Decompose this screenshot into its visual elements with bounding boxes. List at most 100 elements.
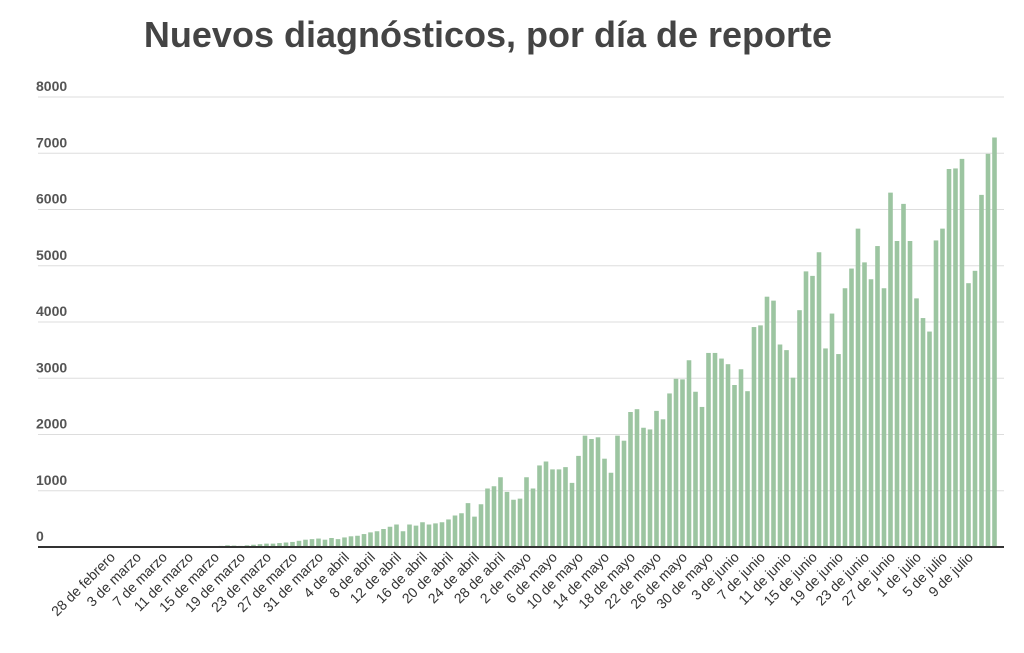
bar [706, 352, 711, 547]
bar [491, 486, 497, 547]
bar [530, 488, 536, 547]
bar [823, 348, 828, 547]
bar [511, 499, 516, 547]
chart-title: Nuevos diagnósticos, por día de reporte [143, 14, 833, 55]
bar [972, 270, 978, 547]
y-tick-label: 7000 [36, 134, 67, 150]
bar [641, 427, 646, 547]
bar [842, 288, 848, 547]
bar [966, 283, 971, 547]
bar [556, 469, 562, 548]
bar [433, 523, 438, 548]
bar [784, 350, 789, 548]
y-tick-label: 3000 [36, 359, 67, 375]
bar [517, 498, 523, 548]
bar [290, 541, 295, 547]
bar [543, 461, 549, 547]
bar [394, 524, 399, 547]
bar [608, 472, 614, 547]
bar [576, 455, 581, 548]
bar [446, 519, 451, 547]
bar [537, 465, 542, 547]
bar [647, 429, 653, 547]
bar [303, 539, 308, 547]
bar [881, 288, 887, 547]
bar [361, 534, 367, 547]
bar [264, 543, 269, 548]
bar [771, 300, 776, 548]
bar [725, 364, 731, 547]
bar [699, 406, 705, 547]
bar [803, 271, 809, 548]
bar [589, 439, 594, 547]
bar [810, 275, 815, 548]
bar [667, 393, 672, 547]
bar [381, 529, 386, 547]
bar [920, 318, 926, 547]
bar [933, 240, 939, 547]
bar [738, 369, 744, 547]
bar [595, 437, 601, 547]
bar [732, 385, 737, 547]
bar [790, 377, 796, 547]
y-tick-label: 0 [36, 528, 44, 544]
bar [439, 522, 445, 547]
bar [485, 488, 490, 547]
bar [764, 296, 770, 547]
bar [829, 313, 835, 547]
bar [751, 327, 757, 547]
bar [888, 192, 893, 548]
bar [498, 477, 503, 547]
bar [459, 513, 464, 547]
bar [992, 137, 997, 547]
bar [946, 169, 952, 547]
bar [985, 153, 991, 547]
bar [862, 262, 867, 548]
bar [907, 241, 913, 547]
bar [329, 538, 334, 547]
bar [777, 344, 783, 547]
bar [875, 246, 880, 547]
bar [712, 352, 718, 547]
bar [634, 409, 640, 547]
bar [251, 544, 256, 547]
bar [673, 378, 679, 547]
bar [693, 391, 698, 547]
bar [953, 168, 958, 547]
bar [420, 522, 425, 547]
bar [621, 440, 627, 547]
bar [719, 358, 724, 547]
bar [426, 524, 432, 547]
y-tick-label: 4000 [36, 303, 67, 319]
y-tick-label: 5000 [36, 247, 67, 263]
bar [680, 379, 685, 548]
bar [316, 538, 321, 547]
bar [465, 503, 471, 548]
bars [218, 137, 997, 548]
bar [342, 537, 347, 547]
bar [550, 469, 555, 548]
bar [849, 268, 854, 547]
bar [927, 331, 932, 547]
bar [602, 458, 607, 547]
bar [368, 532, 373, 548]
bar [277, 543, 282, 547]
bar [615, 435, 620, 548]
bar [296, 540, 302, 547]
bar [901, 203, 906, 548]
bar [745, 391, 750, 547]
bar [472, 516, 477, 548]
bar [959, 158, 965, 548]
bar [563, 467, 568, 548]
bar [355, 535, 360, 547]
bar [407, 524, 412, 547]
gridlines [38, 96, 1004, 492]
y-tick-label: 1000 [36, 472, 67, 488]
bar [348, 536, 354, 547]
bar [569, 482, 575, 548]
bar [979, 194, 984, 548]
bar [654, 410, 659, 548]
bar [400, 531, 406, 547]
bar [582, 435, 588, 548]
